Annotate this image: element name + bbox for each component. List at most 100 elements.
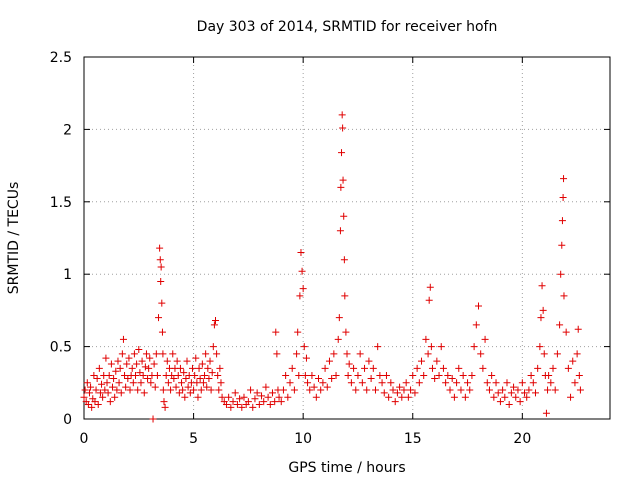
data-point <box>299 285 307 293</box>
data-point <box>339 176 347 184</box>
data-point <box>119 335 127 343</box>
data-point <box>431 374 439 382</box>
data-point <box>337 183 345 191</box>
data-point <box>124 374 132 382</box>
plot-frame <box>83 56 611 420</box>
data-point <box>151 383 159 391</box>
data-point <box>335 314 343 322</box>
data-point <box>494 389 502 397</box>
data-point <box>453 379 461 387</box>
y-tick-label: 2 <box>63 122 72 138</box>
data-point <box>130 350 138 358</box>
y-tick-label: 1.5 <box>50 195 72 211</box>
data-point <box>293 350 301 358</box>
data-point <box>439 364 447 372</box>
data-point <box>556 321 564 329</box>
data-point <box>444 372 452 380</box>
data-point <box>472 321 480 329</box>
data-point <box>244 398 252 406</box>
data-point <box>304 379 312 387</box>
data-point <box>204 364 212 372</box>
data-point <box>196 374 204 382</box>
data-point <box>341 292 349 300</box>
data-point <box>536 343 544 351</box>
data-point <box>413 364 421 372</box>
x-tick-label: 5 <box>189 431 198 447</box>
data-point <box>539 306 547 314</box>
data-point <box>180 369 188 377</box>
data-point <box>123 360 131 368</box>
data-point <box>514 386 522 394</box>
data-point <box>325 357 333 365</box>
data-point <box>121 372 129 380</box>
data-point <box>347 379 355 387</box>
data-point <box>103 379 111 387</box>
data-point <box>343 350 351 358</box>
data-point <box>125 354 133 362</box>
data-point <box>210 321 218 329</box>
data-point <box>470 343 478 351</box>
data-point <box>393 389 401 397</box>
data-point <box>149 415 157 423</box>
data-point <box>457 386 465 394</box>
data-point <box>540 350 548 358</box>
data-point <box>505 401 513 409</box>
data-point <box>205 374 213 382</box>
data-point <box>156 256 164 264</box>
data-point <box>428 364 436 372</box>
data-point <box>503 379 511 387</box>
data-point <box>534 364 542 372</box>
data-point <box>175 389 183 397</box>
data-point <box>319 379 327 387</box>
data-point <box>367 374 375 382</box>
data-point <box>415 379 423 387</box>
data-point <box>186 389 194 397</box>
data-point <box>446 386 454 394</box>
data-point <box>279 386 287 394</box>
data-point <box>190 386 198 394</box>
data-point <box>118 350 126 358</box>
data-point <box>422 335 430 343</box>
data-point <box>174 372 182 380</box>
data-point <box>264 393 272 401</box>
data-point <box>236 395 244 403</box>
data-point <box>159 350 167 358</box>
data-point <box>560 292 568 300</box>
data-point <box>385 393 393 401</box>
data-point <box>212 317 219 325</box>
data-point <box>448 374 456 382</box>
data-point <box>332 372 340 380</box>
data-point <box>531 389 539 397</box>
data-point <box>178 379 186 387</box>
data-point <box>133 360 141 368</box>
data-point <box>573 350 581 358</box>
data-point <box>240 393 248 401</box>
data-point <box>398 393 406 401</box>
data-point <box>571 379 579 387</box>
data-point <box>317 386 325 394</box>
data-point <box>170 374 178 382</box>
data-point <box>247 386 255 394</box>
data-point <box>365 357 373 365</box>
data-point <box>466 386 474 394</box>
data-point <box>104 389 112 397</box>
data-point <box>459 372 467 380</box>
data-point <box>147 379 155 387</box>
y-tick-label: 0.5 <box>50 340 72 356</box>
data-point <box>184 383 192 391</box>
data-point <box>146 354 154 362</box>
x-tick-label: 10 <box>294 431 312 447</box>
data-point <box>499 386 507 394</box>
data-point <box>88 403 96 411</box>
data-point <box>161 403 169 411</box>
data-point <box>575 372 583 380</box>
data-point <box>350 364 358 372</box>
data-point <box>80 393 88 401</box>
data-point <box>306 386 314 394</box>
data-point <box>301 372 309 380</box>
data-point <box>116 364 124 372</box>
data-point <box>312 393 320 401</box>
data-point <box>105 372 113 380</box>
data-point <box>182 374 190 382</box>
